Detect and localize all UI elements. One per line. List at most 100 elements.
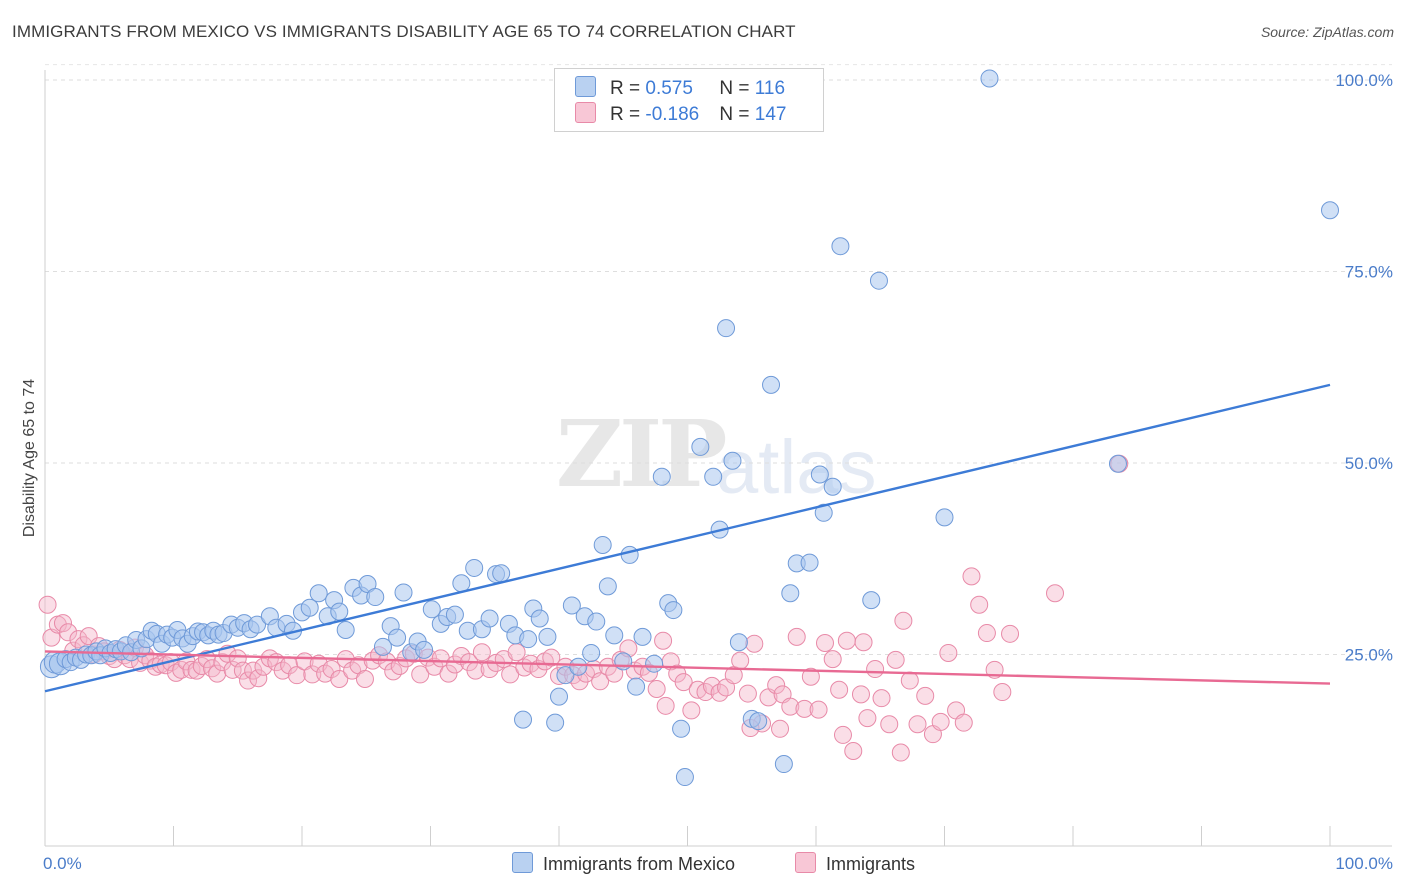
point-mexico: [810, 465, 829, 484]
point-mexico: [675, 768, 694, 787]
point-immigrants: [182, 660, 201, 679]
bottom-legend-swatch-blue: [512, 852, 533, 873]
point-immigrants: [823, 650, 842, 669]
point-mexico: [1321, 201, 1339, 220]
legend-r-value: 0.575: [645, 78, 693, 99]
watermark-atlas: atlas: [716, 425, 877, 510]
point-immigrants: [833, 725, 852, 744]
trend-lines: [44, 383, 1331, 693]
point-mexico: [394, 583, 413, 602]
y-tick-label: 100.0%: [1335, 71, 1393, 90]
x-tick-label-min: 0.0%: [43, 854, 82, 873]
point-mexico: [605, 626, 624, 645]
point-mexico: [814, 503, 833, 522]
point-mexico: [538, 627, 557, 646]
point-immigrants: [977, 624, 996, 643]
point-mexico: [749, 712, 768, 731]
point-mexico: [869, 271, 888, 290]
point-mexico: [366, 588, 385, 607]
series-mexico-points: [39, 69, 1339, 787]
point-mexico: [704, 467, 723, 486]
trend-line-mexico: [44, 383, 1331, 693]
point-mexico: [248, 615, 267, 634]
point-immigrants: [891, 743, 910, 762]
point-mexico: [723, 451, 742, 470]
point-immigrants: [787, 627, 806, 646]
point-mexico: [300, 598, 319, 617]
point-immigrants: [939, 643, 958, 662]
point-immigrants: [303, 665, 322, 684]
axes: [44, 70, 1392, 847]
point-immigrants: [203, 659, 222, 678]
point-immigrants: [656, 696, 675, 715]
point-mexico: [480, 609, 499, 628]
point-immigrants: [916, 686, 935, 705]
point-mexico: [330, 602, 349, 621]
point-immigrants: [931, 712, 950, 731]
point-immigrants: [53, 614, 72, 633]
point-mexico: [422, 600, 441, 619]
point-immigrants: [809, 700, 828, 719]
legend-row-immigrants: R = -0.186 N = 147: [575, 102, 786, 126]
legend-swatch-blue: [575, 76, 596, 97]
point-immigrants: [172, 660, 191, 679]
point-mexico: [593, 535, 612, 554]
point-mexico: [614, 652, 633, 671]
chart-title: IMMIGRANTS FROM MEXICO VS IMMIGRANTS DIS…: [12, 22, 796, 41]
point-mexico: [415, 640, 434, 659]
point-immigrants: [390, 656, 409, 675]
point-immigrants: [815, 634, 834, 653]
point-immigrants: [1046, 584, 1065, 603]
point-mexico: [546, 713, 565, 732]
point-immigrants: [472, 643, 491, 662]
point-immigrants: [1001, 624, 1020, 643]
point-immigrants: [731, 651, 750, 670]
point-mexico: [980, 69, 999, 88]
y-tick-label: 25.0%: [1345, 646, 1393, 665]
point-mexico: [452, 574, 471, 593]
point-immigrants: [894, 611, 913, 630]
point-mexico: [569, 657, 588, 676]
point-immigrants: [801, 667, 820, 686]
point-immigrants: [830, 680, 849, 699]
point-immigrants: [507, 643, 526, 662]
point-mexico: [465, 558, 484, 577]
point-mexico: [598, 577, 617, 596]
point-immigrants: [844, 742, 863, 761]
point-immigrants: [682, 701, 701, 720]
point-mexico: [620, 545, 639, 564]
point-immigrants: [954, 713, 973, 732]
point-immigrants: [795, 699, 814, 718]
point-mexico: [582, 643, 601, 662]
point-mexico: [729, 633, 748, 652]
point-mexico: [587, 612, 606, 631]
point-immigrants: [851, 685, 870, 704]
point-immigrants: [208, 664, 227, 683]
point-immigrants: [738, 684, 757, 703]
point-mexico: [445, 605, 464, 624]
point-immigrants: [900, 671, 919, 690]
point-mexico: [774, 755, 793, 774]
point-immigrants: [654, 631, 673, 650]
point-mexico: [309, 584, 328, 603]
point-immigrants: [59, 623, 78, 642]
point-immigrants: [439, 664, 458, 683]
point-mexico: [562, 596, 581, 615]
point-immigrants: [69, 630, 88, 649]
point-mexico: [519, 630, 538, 649]
point-immigrants: [355, 670, 374, 689]
point-mexico: [633, 627, 652, 646]
point-immigrants: [591, 672, 610, 691]
point-immigrants: [411, 665, 430, 684]
y-tick-label: 75.0%: [1345, 263, 1393, 282]
point-immigrants: [322, 660, 341, 679]
point-mexico: [645, 654, 664, 673]
point-mexico: [550, 687, 568, 706]
point-immigrants: [962, 567, 981, 586]
legend-n-value: 116: [754, 78, 786, 99]
point-immigrants: [647, 679, 666, 698]
point-mexico: [652, 467, 671, 486]
point-immigrants: [223, 660, 242, 679]
bottom-legend-mexico: Immigrants from Mexico: [512, 852, 735, 875]
